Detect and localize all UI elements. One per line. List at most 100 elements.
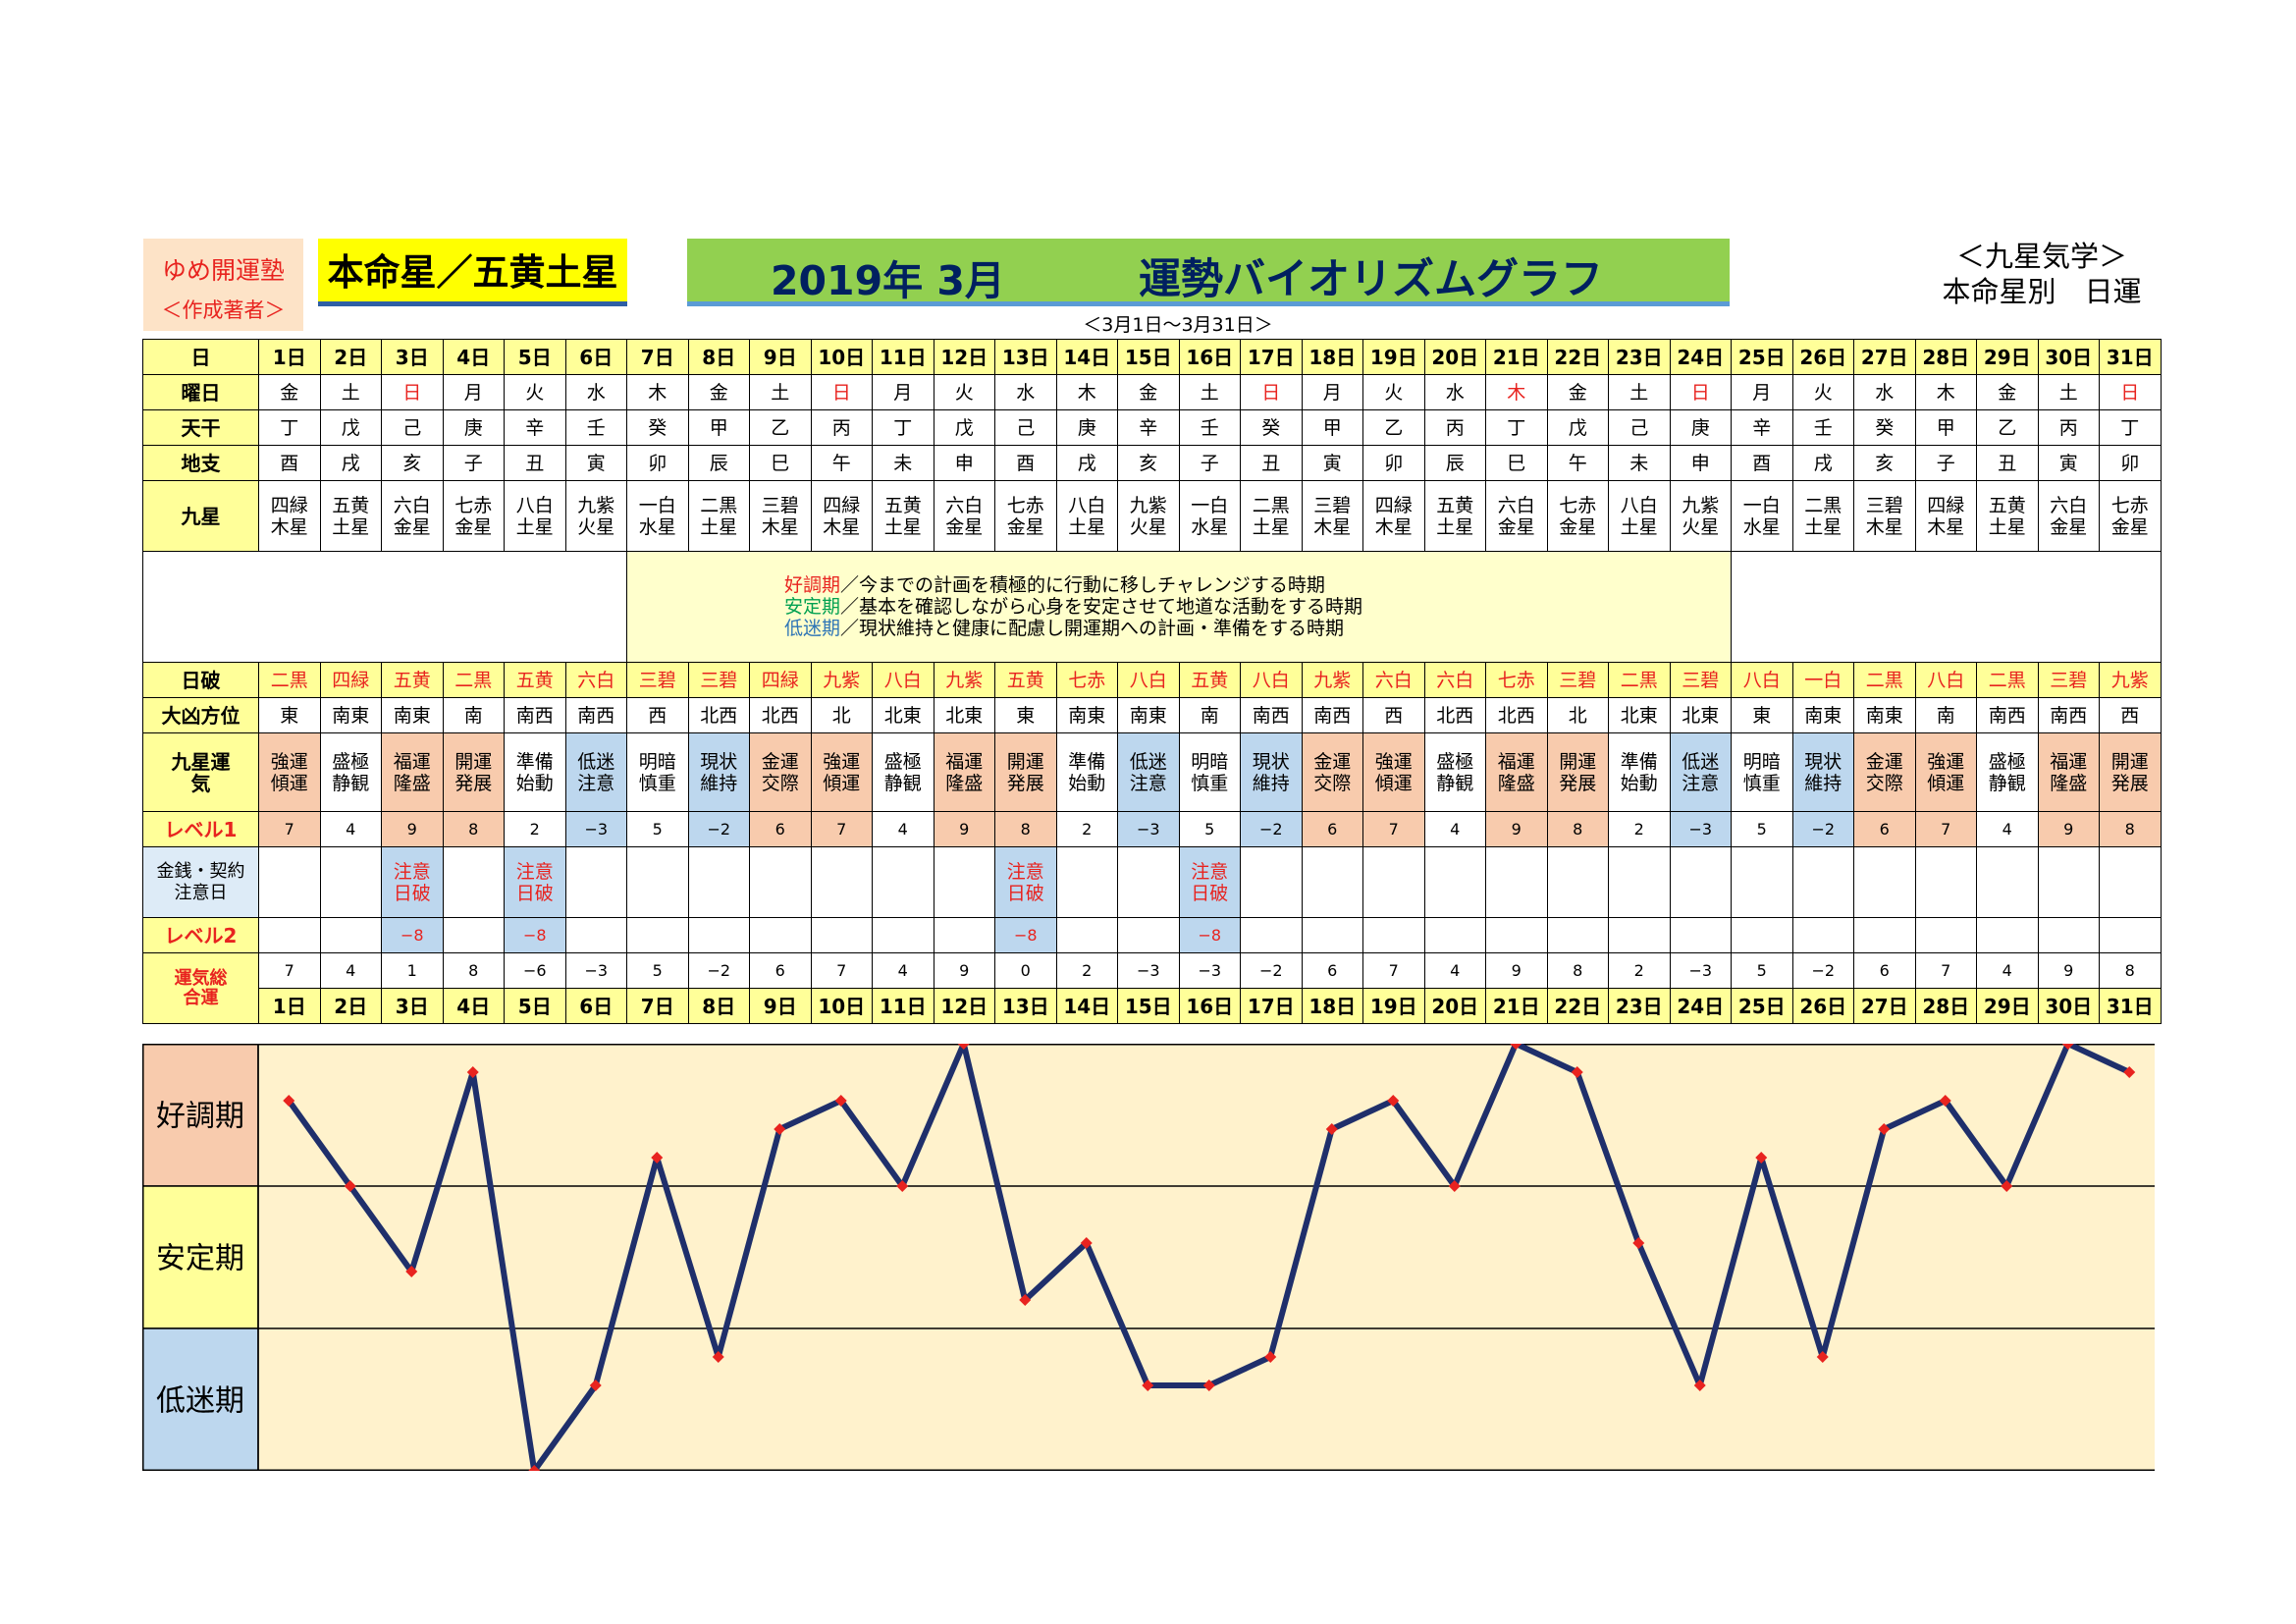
tenkan-cell: 乙: [749, 409, 812, 446]
legend-good-text: ／今までの計画を積極的に行動に移しチャレンジする時期: [840, 574, 1325, 596]
year-month: 2019年 3月: [771, 257, 1005, 304]
kyusei-cell: 四緑 木星: [1914, 480, 1977, 552]
cell-line: 福運: [2050, 750, 2088, 773]
legend-row: 好調期／今までの計画を積極的に行動に移しチャレンジする時期 安定期／基本を確認しな…: [142, 551, 2162, 663]
unki-cell: 金運 交際: [1853, 732, 1916, 812]
weekday-cell: 木: [1055, 374, 1118, 410]
band-label-box: [142, 1185, 259, 1329]
data-point: [1264, 1351, 1277, 1363]
chishi-cell: 丑: [1240, 445, 1303, 481]
weekday-cell: 木: [1485, 374, 1548, 410]
level2-cell: [442, 917, 505, 953]
day-footer: 30日: [2037, 988, 2100, 1024]
cell-line: 八白: [1068, 494, 1106, 516]
day-footer: 15日: [1117, 988, 1180, 1024]
level1-cell: 9: [381, 811, 444, 847]
band-label: 低迷期: [156, 1384, 244, 1419]
data-point: [283, 1095, 295, 1107]
tenkan-cell: 戊: [933, 409, 995, 446]
sogo-cell: −2: [1791, 952, 1854, 989]
data-point: [1755, 1152, 1768, 1164]
day-header: 21日: [1485, 339, 1548, 375]
day-header: 15日: [1117, 339, 1180, 375]
unki-cell: 現状 維持: [1240, 732, 1303, 812]
nichiha-cell: 六白: [1362, 662, 1425, 698]
kyusei-cell: 五黄 土星: [319, 480, 382, 552]
cell-line: 金運: [761, 750, 799, 773]
unki-cell: 低迷 注意: [1117, 732, 1180, 812]
cell-line: 四緑: [823, 494, 861, 516]
unki-row-label: 九星運気: [142, 732, 259, 812]
sogo-cell: 8: [442, 952, 505, 989]
cell-line: 七赤: [1559, 494, 1597, 516]
cell-line: 土星: [700, 515, 738, 538]
daikyo-cell: 南: [442, 697, 505, 733]
legend-cell: 好調期／今までの計画を積極的に行動に移しチャレンジする時期 安定期／基本を確認しな…: [626, 551, 1732, 663]
cell-line: 隆盛: [945, 772, 984, 794]
tenkan-cell: 壬: [564, 409, 627, 446]
cell-line: 土星: [1252, 515, 1290, 538]
nichiha-cell: 五黄: [994, 662, 1057, 698]
day-header: 9日: [749, 339, 812, 375]
cell-line: 現状: [1804, 750, 1842, 773]
cell-line: 注意: [1682, 772, 1720, 794]
day-header: 11日: [872, 339, 934, 375]
kinsen-cell: [687, 846, 750, 918]
chishi-cell: 辰: [1423, 445, 1486, 481]
chishi-cell: 子: [442, 445, 505, 481]
chishi-cell: 丑: [1976, 445, 2039, 481]
legend-good-term: 好調期: [784, 574, 841, 596]
sogo-cell: −2: [687, 952, 750, 989]
kyusei-cell: 一白 水星: [1731, 480, 1793, 552]
level2-cell: −8: [504, 917, 566, 953]
kinsen-cell: [1055, 846, 1118, 918]
kyusei-cell: 二黒 土星: [1791, 480, 1854, 552]
tenkan-cell: 丁: [2099, 409, 2162, 446]
tenkan-cell: 己: [1608, 409, 1671, 446]
cell-line: 木星: [1313, 515, 1352, 538]
nichiha-cell: 四緑: [749, 662, 812, 698]
level2-cell: [1117, 917, 1180, 953]
chishi-cell: 卯: [2099, 445, 2162, 481]
daikyo-cell: 北西: [1485, 697, 1548, 733]
kinsen-cell: [1301, 846, 1363, 918]
cell-line: 九紫: [577, 494, 615, 516]
chishi-row: 地支酉戌亥子丑寅卯辰巳午未申酉戌亥子丑寅卯辰巳午未申酉戌亥子丑寅卯: [142, 445, 2162, 481]
level2-row-label: レベル2: [142, 917, 259, 953]
kinsen-cell: [810, 846, 873, 918]
cell-line: 福運: [945, 750, 984, 773]
cell-line: 六白: [2050, 494, 2088, 516]
kinsen-cell: [564, 846, 627, 918]
weekday-cell: 日: [1240, 374, 1303, 410]
chishi-cell: 巳: [749, 445, 812, 481]
plot-area: [258, 1044, 2155, 1471]
data-point: [1080, 1237, 1093, 1249]
cell-line: 注意: [1006, 860, 1044, 883]
level2-cell: [1853, 917, 1916, 953]
cell-line: 金星: [1559, 515, 1597, 538]
daikyo-cell: 南西: [504, 697, 566, 733]
sogo-cell: −3: [1178, 952, 1241, 989]
nichiha-cell: 七赤: [1485, 662, 1548, 698]
cell-line: 福運: [1497, 750, 1535, 773]
day-row-label: 日: [142, 339, 259, 375]
tenkan-cell: 辛: [504, 409, 566, 446]
sogo-cell: 9: [1485, 952, 1548, 989]
sogo-cell: 9: [933, 952, 995, 989]
daikyo-cell: 南西: [564, 697, 627, 733]
kyusei-cell: 六白 金星: [933, 480, 995, 552]
cell-line: 土星: [332, 515, 370, 538]
cell-line: 水星: [1191, 515, 1229, 538]
data-point: [405, 1266, 418, 1277]
daikyo-cell: 南東: [1055, 697, 1118, 733]
cell-line: 低迷: [577, 750, 615, 773]
sogo-cell: 4: [1976, 952, 2039, 989]
unki-cell: 金運 交際: [1301, 732, 1363, 812]
day-header: 16日: [1178, 339, 1241, 375]
unki-cell: 福運 隆盛: [1485, 732, 1548, 812]
weekday-row: 曜日金土日月火水木金土日月火水木金土日月火水木金土日月火水木金土日: [142, 374, 2162, 410]
sogo-cell: 5: [1731, 952, 1793, 989]
data-point: [2001, 1180, 2013, 1192]
nichiha-cell: 一白: [1791, 662, 1854, 698]
cell-line: 木星: [1927, 515, 1965, 538]
